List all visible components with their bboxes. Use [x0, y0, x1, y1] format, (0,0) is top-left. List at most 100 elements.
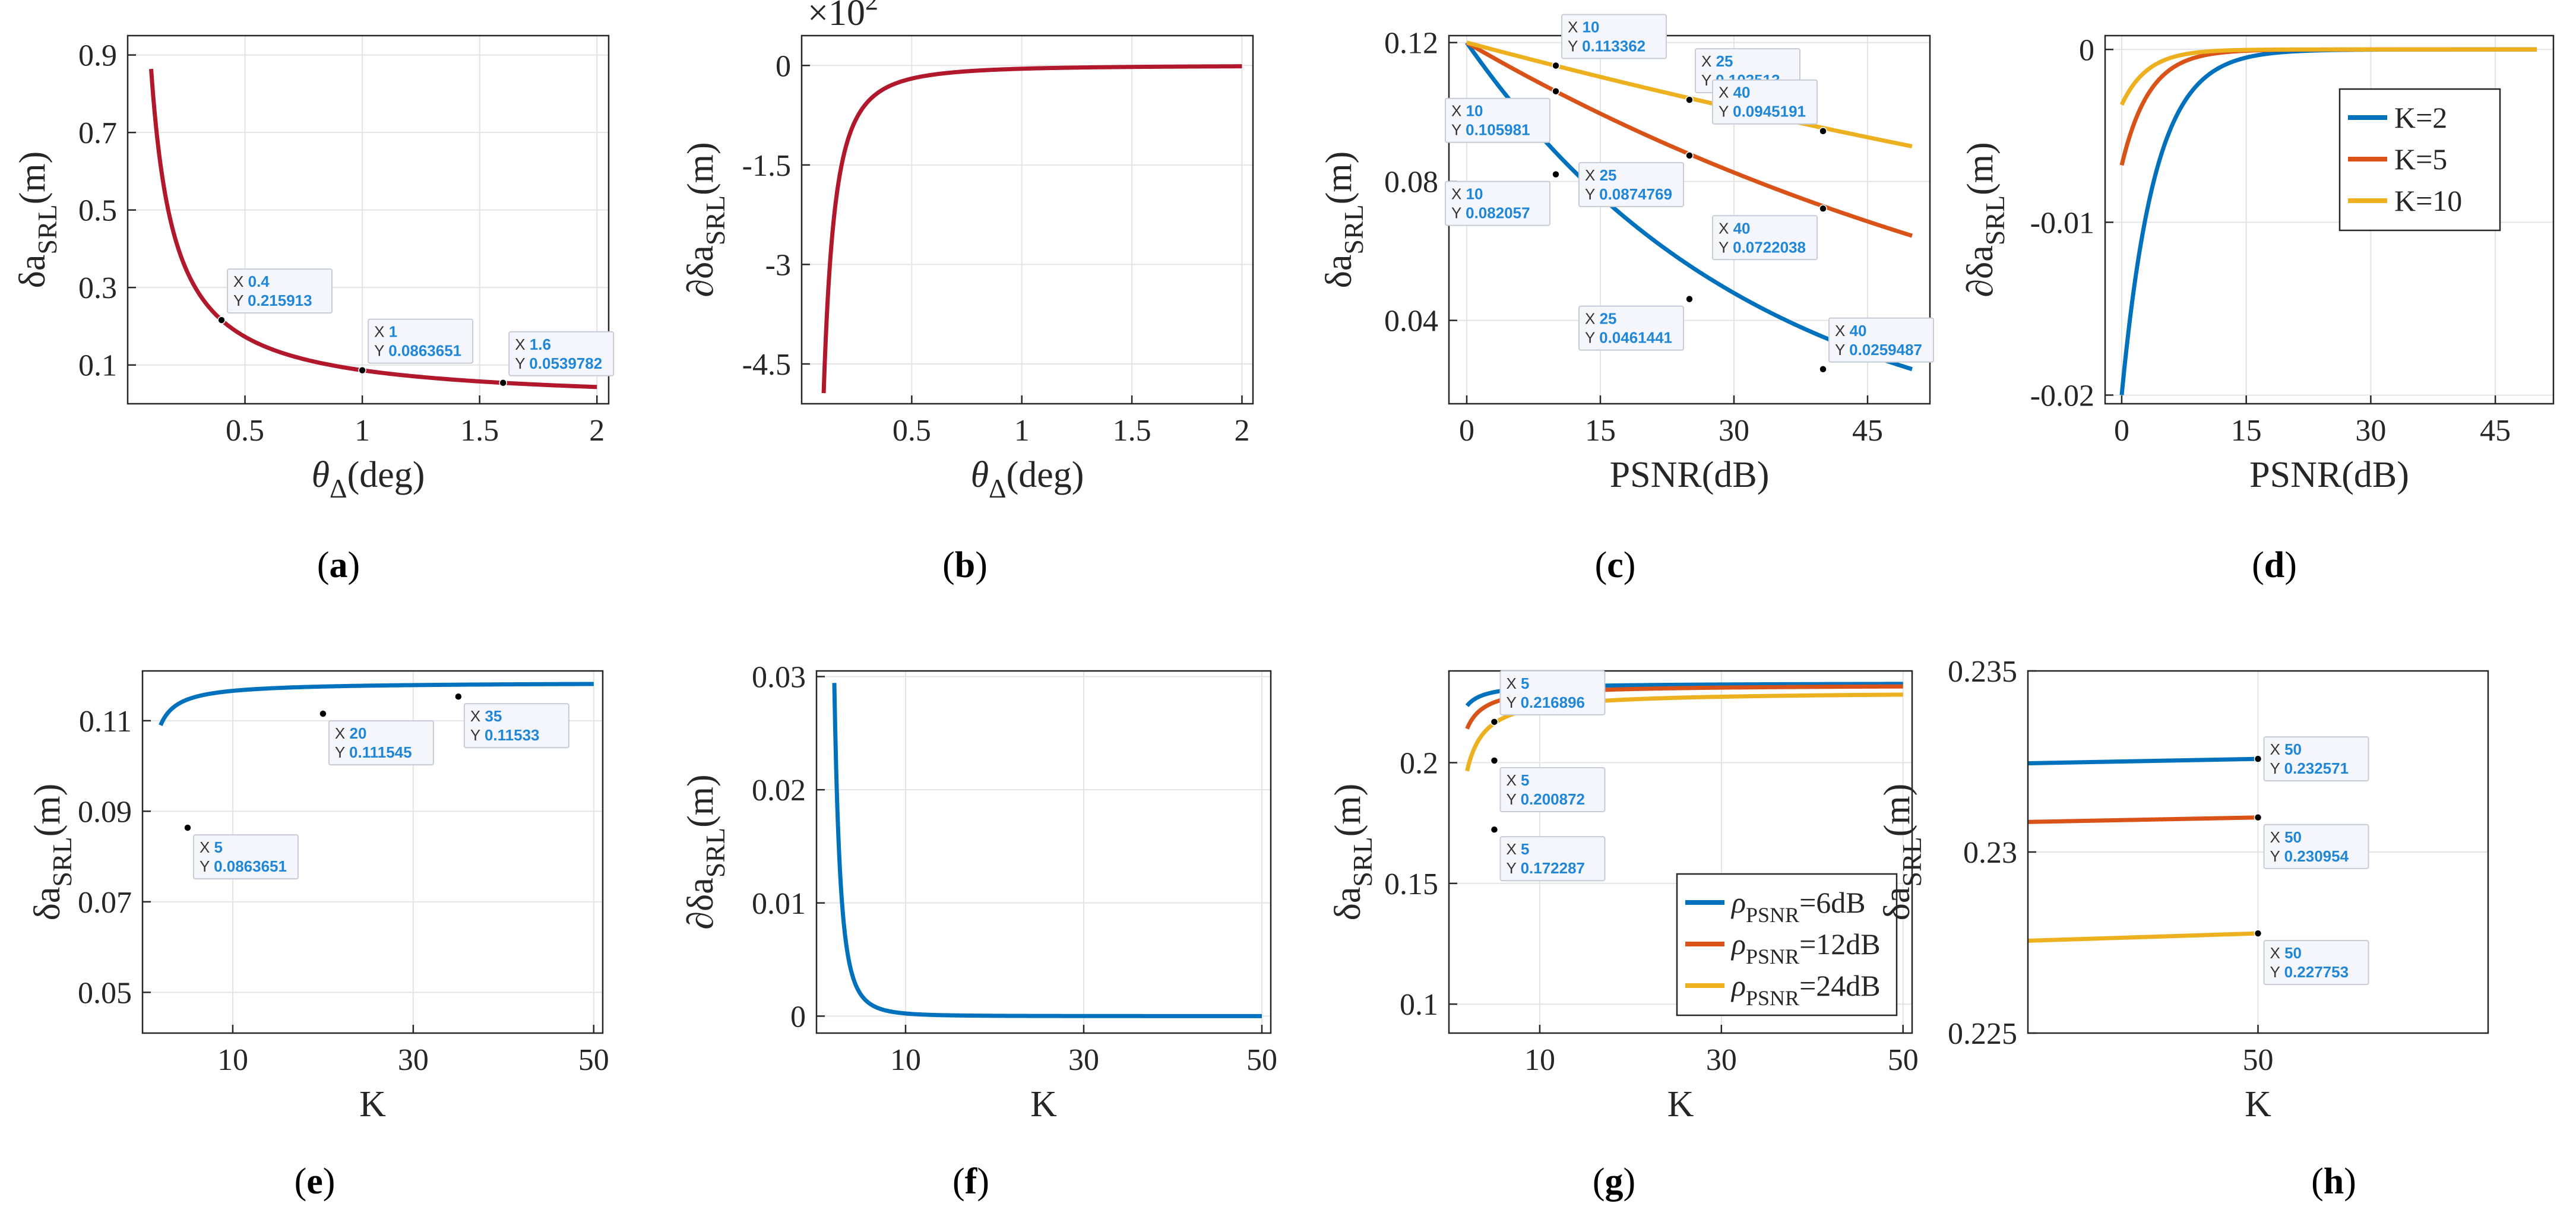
panel-d: 0 15 30 45 0 -0.01 -0.02 PSNR(dB) ∂δaSRL(m) (d) K=… — [1960, 33, 2555, 585]
x-tick-label: 10 — [1524, 1043, 1555, 1077]
y-tick-label: 0.05 — [78, 976, 132, 1010]
x-tick-label: 30 — [2355, 414, 2386, 448]
datatip-x: X 25 — [1585, 310, 1617, 328]
subfigure-label: (f) — [952, 1161, 989, 1202]
y-tick-label: 0.1 — [78, 349, 117, 383]
y-tick-label: -0.02 — [2030, 379, 2094, 413]
series-line-0 — [821, 64, 1242, 394]
y-tick-label: 0.02 — [752, 774, 806, 807]
legend-entry: ρPSNR=12dB — [1730, 927, 1881, 968]
datatip-box — [1578, 305, 1684, 351]
datatip[interactable]: X 10Y 0.113362 — [1561, 14, 1667, 59]
y-tick-label: 0.04 — [1384, 305, 1438, 338]
datatip-marker[interactable] — [319, 710, 327, 718]
y-tick-label: 0 — [776, 49, 791, 83]
x-axis-label: θΔ(deg) — [312, 455, 425, 503]
datatip-box — [328, 720, 434, 766]
datatip-marker[interactable] — [1819, 126, 1827, 135]
y-tick-label: 0.7 — [78, 116, 117, 150]
datatip-marker[interactable] — [1552, 61, 1560, 70]
subfigure-label: (c) — [1595, 545, 1636, 585]
datatip[interactable]: X 5Y 0.216896 — [1499, 670, 1606, 715]
datatip[interactable]: X 35Y 0.11533 — [463, 703, 569, 749]
datatip[interactable]: X 40Y 0.0945191 — [1712, 79, 1818, 125]
subfigure-label: (e) — [295, 1161, 336, 1202]
datatip-y: Y 0.0874769 — [1585, 185, 1672, 203]
datatip-x: X 50 — [2270, 740, 2302, 758]
datatip-x: X 40 — [1719, 219, 1751, 237]
datatip-marker[interactable] — [1685, 96, 1694, 104]
datatip-box — [227, 268, 333, 314]
x-axis-label: K — [2245, 1084, 2271, 1125]
y-axis-label: δaSRL(m) — [12, 151, 62, 289]
datatip[interactable]: X 5Y 0.0863651 — [192, 834, 299, 880]
y-tick-label: 0.09 — [78, 795, 132, 829]
datatip-box — [1445, 97, 1550, 143]
series-line-0 — [832, 683, 1262, 1018]
datatip-marker[interactable] — [1552, 87, 1560, 96]
datatip[interactable]: X 50Y 0.230954 — [2263, 824, 2369, 869]
y-tick-label: 0.12 — [1384, 27, 1438, 61]
datatip-box — [1712, 215, 1818, 261]
panel-a: 0.5 1 1.5 2 0.1 0.3 0.5 0.7 0.9 θΔ(deg) δaSRL(m) (a… — [12, 34, 615, 585]
datatip-marker[interactable] — [2254, 755, 2262, 763]
datatip[interactable]: X 0.4 Y 0.215913 — [227, 268, 333, 314]
datatip-marker[interactable] — [1490, 825, 1499, 834]
datatip[interactable]: X 1.6Y 0.0539782 — [508, 331, 615, 376]
datatip[interactable]: X 10Y 0.082057 — [1445, 180, 1550, 226]
datatip[interactable]: X 50Y 0.227753 — [2263, 940, 2369, 986]
datatip-y: Y 0.11533 — [470, 726, 540, 744]
datatip-marker[interactable] — [1819, 204, 1827, 213]
datatip-marker[interactable] — [1685, 151, 1694, 160]
datatip-marker[interactable] — [499, 379, 507, 387]
datatip-marker[interactable] — [1685, 294, 1694, 303]
y-tick-label: 0.5 — [78, 194, 117, 228]
panel-c: 0 15 30 45 0.04 0.08 0.12 PSNR(dB) δaSRL(m) (c) X … — [1319, 14, 1934, 585]
subfigure-label: (b) — [942, 545, 988, 585]
datatip[interactable]: X 40Y 0.0259487 — [1828, 317, 1934, 363]
x-tick-label: 0 — [1459, 414, 1474, 448]
datatip[interactable]: X 25Y 0.0461441 — [1578, 305, 1684, 351]
legend-entry: K=10 — [2394, 184, 2462, 217]
x-tick-label: 1.5 — [1113, 414, 1151, 448]
datatip-x: X 20 — [335, 724, 367, 742]
datatip-marker[interactable] — [1552, 170, 1560, 179]
datatip[interactable]: X 10Y 0.105981 — [1445, 97, 1550, 143]
x-tick-label: 10 — [890, 1043, 921, 1077]
y-axis-label: ∂δaSRL(m) — [681, 774, 730, 929]
datatip-marker[interactable] — [2254, 813, 2262, 822]
series-line-1 — [2026, 815, 2259, 824]
y-tick-label: 0.15 — [1384, 867, 1438, 901]
x-tick-label: 1 — [355, 414, 370, 448]
datatip-marker[interactable] — [454, 692, 463, 701]
series-line-0 — [149, 68, 597, 389]
y-tick-label: -4.5 — [742, 348, 791, 382]
datatip-marker[interactable] — [1819, 365, 1827, 373]
y-tick-label: -1.5 — [742, 149, 791, 183]
subfigure-label: (h) — [2311, 1161, 2356, 1202]
x-tick-label: 45 — [1852, 414, 1883, 448]
datatip[interactable]: X 50Y 0.232571 — [2263, 736, 2369, 782]
datatip-marker[interactable] — [1490, 718, 1499, 726]
datatip-marker[interactable] — [217, 316, 226, 324]
datatip-marker[interactable] — [2254, 929, 2262, 938]
x-axis-label: PSNR(dB) — [2249, 455, 2409, 495]
datatip[interactable]: X 25Y 0.0874769 — [1578, 161, 1684, 207]
datatip-marker[interactable] — [183, 824, 192, 832]
datatip-x: X 50 — [2270, 944, 2302, 962]
datatip-y: Y 0.0461441 — [1585, 329, 1672, 347]
datatip[interactable]: X 20Y 0.111545 — [328, 720, 434, 766]
datatip-box — [1499, 670, 1606, 715]
datatip[interactable]: X 5Y 0.172287 — [1499, 836, 1606, 882]
datatip-marker[interactable] — [358, 366, 366, 375]
y-axis-label: δaSRL(m) — [1319, 151, 1369, 289]
datatip-y: Y 0.230954 — [2270, 847, 2349, 865]
datatip[interactable]: X 5Y 0.200872 — [1499, 767, 1606, 812]
datatip-marker[interactable] — [1490, 756, 1499, 765]
datatip[interactable]: X 1Y 0.0863651 — [368, 318, 474, 364]
datatip[interactable]: X 40Y 0.0722038 — [1712, 215, 1818, 261]
y-tick-label: 0.2 — [1400, 747, 1438, 781]
datatip-box — [192, 834, 299, 880]
